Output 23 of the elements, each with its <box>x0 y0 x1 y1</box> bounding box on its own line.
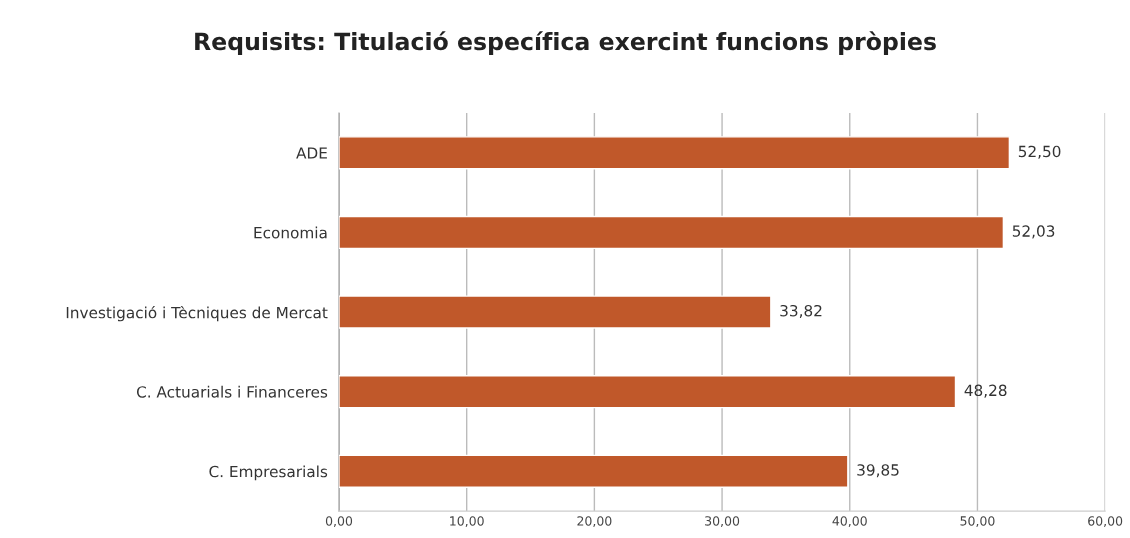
chart-title: Requisits: Titulació específica exercint funcions pròpies <box>195 31 936 55</box>
x-tick-label: 60,00 <box>1088 516 1123 527</box>
y-tick-label: C. Actuarials i Financeres <box>136 385 328 398</box>
x-tick-label: 0,00 <box>325 516 353 527</box>
y-tick-label: C. Empresarials <box>209 465 328 481</box>
data-label: 33,82 <box>780 304 822 319</box>
x-tick-label: 20,00 <box>577 516 612 527</box>
x-tick-label: 10,00 <box>450 516 484 527</box>
x-tick-label: 30,00 <box>705 516 740 527</box>
data-label: 52,03 <box>1012 225 1055 239</box>
bar <box>339 375 957 409</box>
bar <box>339 454 849 488</box>
y-tick-label: ADE <box>296 147 327 159</box>
x-tick-label: 50,00 <box>960 516 995 527</box>
bar <box>339 136 1011 170</box>
y-tick-label: Economia <box>254 226 327 239</box>
x-tick-label: 40,00 <box>832 516 867 527</box>
bar <box>339 295 772 329</box>
data-label: 48,28 <box>964 384 1007 398</box>
data-label: 39,85 <box>857 464 899 478</box>
y-tick-label: Investigació i Tècniques de Mercat <box>66 305 328 322</box>
data-label: 52,50 <box>1018 145 1061 159</box>
bar <box>339 215 1005 250</box>
